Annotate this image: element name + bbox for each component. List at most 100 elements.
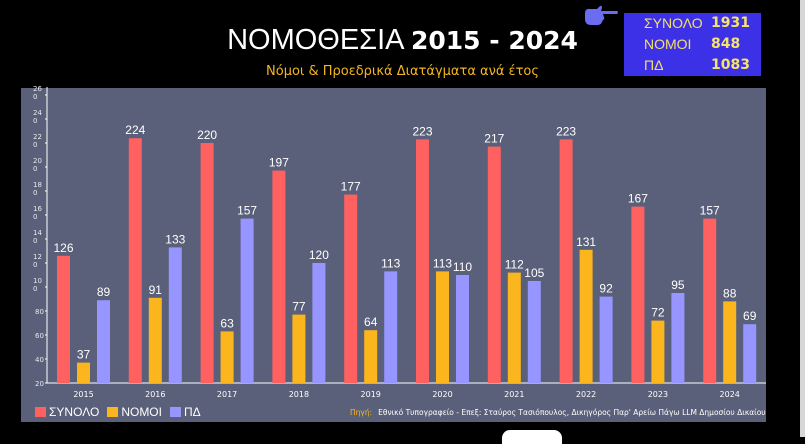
bar-ΠΔ-2022 [599,296,613,383]
bar-value-label: 69 [743,309,757,323]
bar-value-label: 133 [165,232,185,246]
y-tick-label: 60 [35,332,44,340]
bar-value-label: 113 [381,256,400,270]
bar-value-label: 177 [341,180,361,194]
bar-value-label: 95 [671,278,685,292]
bar-ΝΟΜΟΙ-2017 [220,331,234,383]
bar-ΠΔ-2024 [743,324,757,383]
chart-legend: ΣΥΝΟΛΟ ΝΟΜΟΙ ΠΔ [35,405,209,419]
bar-value-label: 91 [149,283,163,297]
bar-ΣΥΝΟΛΟ-2019 [344,194,358,383]
bar-ΠΔ-2018 [312,263,326,383]
bar-value-label: 110 [453,260,472,274]
x-tick-label: 2019 [361,390,381,399]
x-tick-label: 2022 [576,390,596,399]
bar-value-label: 63 [220,316,234,330]
bar-ΠΔ-2023 [671,293,685,383]
page-title: ΝΟΜΟΘΕΣΙΑ 2015 - 2024 [0,24,805,57]
bar-ΣΥΝΟΛΟ-2020 [416,139,429,383]
legend-item-synolo[interactable]: ΣΥΝΟΛΟ [35,405,99,419]
stat-label-pd: ΠΔ [644,57,664,73]
legend-label-pd: ΠΔ [183,405,201,419]
bar-ΝΟΜΟΙ-2020 [436,271,449,383]
y-tick-label: 12 0 [33,253,42,269]
bar-ΣΥΝΟΛΟ-2016 [128,138,142,383]
bar-value-label: 37 [77,348,91,362]
bar-ΝΟΜΟΙ-2018 [292,314,306,383]
x-tick-label: 2024 [720,390,740,399]
y-tick-label: 40 [35,356,44,364]
bar-value-label: 131 [576,235,596,249]
bar-ΝΟΜΟΙ-2022 [579,249,593,383]
title-main: ΝΟΜΟΘΕΣΙΑ [227,24,403,56]
stat-value-pd: 1083 [711,57,750,73]
bar-ΣΥΝΟΛΟ-2022 [559,139,573,383]
stat-value-nomoi: 848 [711,36,741,52]
y-tick-label: 80 [35,308,44,316]
bar-value-label: 77 [292,300,306,314]
y-tick-label: 10 0 [33,277,42,293]
y-tick-label: 16 0 [33,205,42,221]
bar-value-label: 89 [97,285,111,299]
bar-ΣΥΝΟΛΟ-2018 [272,170,286,383]
x-tick-label: 2015 [73,390,93,399]
bar-ΣΥΝΟΛΟ-2017 [200,143,214,383]
legend-swatch-nomoi [107,407,119,417]
x-tick-label: 2018 [289,390,309,399]
bar-ΝΟΜΟΙ-2021 [507,272,521,383]
legend-item-nomoi[interactable]: ΝΟΜΟΙ [107,405,162,419]
bar-value-label: 92 [599,282,613,296]
legend-swatch-synolo [35,407,46,417]
bar-ΠΔ-2019 [384,271,398,383]
bar-ΝΟΜΟΙ-2019 [364,330,378,383]
stat-label-nomoi: ΝΟΜΟΙ [644,36,692,52]
bar-value-label: 223 [412,124,432,138]
legend-label-synolo: ΣΥΝΟΛΟ [49,405,100,419]
bar-value-label: 217 [484,132,504,146]
bar-ΣΥΝΟΛΟ-2023 [631,206,645,383]
source-text: Εθνικό Τυπογραφείο - Επεξ: Σταύρος Τασιό… [378,408,766,417]
source-label: Πηγή: [350,408,373,417]
y-tick-label: 18 0 [33,181,42,197]
bar-value-label: 167 [628,192,648,206]
bar-value-label: 88 [723,286,737,300]
x-tick-label: 2020 [432,390,452,399]
bar-value-label: 112 [505,258,524,272]
bottom-tab [502,430,562,444]
bar-value-label: 157 [237,204,257,218]
x-tick-label: 2016 [145,390,165,399]
legend-label-nomoi: ΝΟΜΟΙ [121,405,162,419]
bar-value-label: 224 [125,123,145,137]
bar-ΠΔ-2016 [168,247,182,383]
scrollbar-strip[interactable] [800,0,805,437]
x-tick-label: 2021 [504,390,524,399]
pointing-hand-icon [585,5,618,25]
title-years: 2015 - 2024 [410,26,578,55]
y-tick-label: 22 0 [33,133,42,149]
bar-ΣΥΝΟΛΟ-2021 [487,146,501,383]
bar-value-label: 223 [556,124,576,138]
bar-value-label: 120 [309,248,329,262]
bar-ΠΔ-2021 [527,281,541,383]
bar-value-label: 220 [197,128,217,142]
y-tick-label: 14 0 [33,229,42,245]
stat-label-synolo: ΣΥΝΟΛΟ [644,15,703,31]
bar-ΝΟΜΟΙ-2024 [723,301,737,383]
y-tick-label: 24 0 [33,109,42,125]
bar-value-label: 113 [433,256,452,270]
bar-ΠΔ-2020 [456,275,469,383]
bar-ΣΥΝΟΛΟ-2015 [57,255,70,383]
bar-value-label: 72 [651,306,665,320]
y-tick-label: 26 0 [33,85,42,101]
bar-value-label: 157 [700,204,720,218]
bar-ΠΔ-2015 [97,300,110,383]
bar-ΝΟΜΟΙ-2023 [651,320,665,383]
legend-item-pd[interactable]: ΠΔ [169,405,201,419]
stat-value-synolo: 1931 [711,15,750,31]
bar-ΝΟΜΟΙ-2015 [77,362,90,383]
bar-ΠΔ-2017 [240,218,254,383]
bar-value-label: 105 [524,266,544,280]
bar-value-label: 126 [53,241,73,255]
x-tick-label: 2017 [217,390,237,399]
